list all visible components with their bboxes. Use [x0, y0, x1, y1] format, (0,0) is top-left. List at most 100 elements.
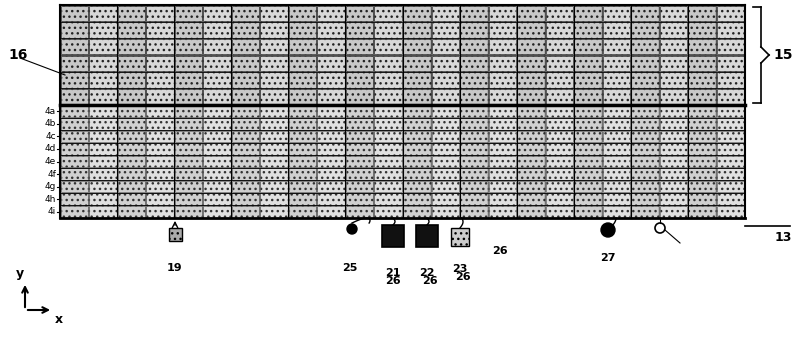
Bar — [489, 181, 516, 192]
Bar — [118, 118, 145, 130]
Bar — [289, 39, 316, 54]
Bar — [61, 72, 88, 88]
Bar — [289, 5, 316, 21]
Bar — [460, 131, 488, 142]
Bar — [546, 72, 574, 88]
Bar — [346, 168, 374, 180]
Bar — [631, 89, 659, 104]
Bar — [631, 72, 659, 88]
Bar — [318, 39, 345, 54]
Bar — [118, 181, 145, 192]
Bar — [318, 5, 345, 21]
Bar — [416, 225, 438, 247]
Bar — [489, 39, 516, 54]
Bar — [174, 55, 202, 71]
Bar — [403, 131, 430, 142]
Bar — [346, 118, 374, 130]
Bar — [89, 131, 117, 142]
Bar — [61, 22, 88, 38]
Bar — [717, 72, 745, 88]
Bar — [232, 39, 259, 54]
Bar — [203, 193, 230, 205]
Bar — [546, 206, 574, 217]
Bar — [232, 89, 259, 104]
Bar — [460, 118, 488, 130]
Bar — [260, 39, 288, 54]
Bar — [602, 118, 630, 130]
Bar — [61, 39, 88, 54]
Bar — [574, 72, 602, 88]
Bar — [546, 55, 574, 71]
Bar — [146, 193, 174, 205]
Bar — [602, 193, 630, 205]
Bar — [289, 193, 316, 205]
Bar — [289, 206, 316, 217]
Bar — [118, 55, 145, 71]
Bar — [89, 5, 117, 21]
Bar — [574, 5, 602, 21]
Bar — [146, 156, 174, 167]
Bar — [118, 22, 145, 38]
Text: 4h: 4h — [45, 195, 56, 204]
Bar — [403, 72, 430, 88]
Text: 23: 23 — [452, 264, 468, 274]
Bar — [431, 181, 459, 192]
Bar — [631, 55, 659, 71]
Bar — [89, 22, 117, 38]
Bar — [174, 143, 202, 155]
Bar — [517, 156, 545, 167]
Bar — [346, 89, 374, 104]
Bar — [61, 105, 88, 117]
Bar — [289, 156, 316, 167]
Bar — [602, 156, 630, 167]
Bar — [289, 105, 316, 117]
Text: 4a: 4a — [45, 107, 56, 116]
Bar — [318, 156, 345, 167]
Bar — [289, 72, 316, 88]
Bar — [118, 72, 145, 88]
Bar — [289, 131, 316, 142]
Bar — [574, 39, 602, 54]
Bar — [460, 22, 488, 38]
Bar — [232, 72, 259, 88]
Bar — [318, 118, 345, 130]
Bar — [203, 156, 230, 167]
Bar — [460, 206, 488, 217]
Bar — [460, 143, 488, 155]
Bar — [717, 181, 745, 192]
Bar — [574, 156, 602, 167]
Bar — [174, 5, 202, 21]
Bar — [203, 22, 230, 38]
Bar — [660, 22, 687, 38]
Bar — [602, 143, 630, 155]
Bar — [546, 39, 574, 54]
Bar — [717, 118, 745, 130]
Bar — [346, 143, 374, 155]
Bar — [631, 39, 659, 54]
Bar — [260, 193, 288, 205]
Bar — [660, 156, 687, 167]
Bar — [546, 156, 574, 167]
Bar — [374, 72, 402, 88]
Bar — [346, 206, 374, 217]
Bar — [89, 89, 117, 104]
Bar — [460, 168, 488, 180]
Bar — [460, 105, 488, 117]
Bar — [717, 131, 745, 142]
Bar — [232, 206, 259, 217]
Bar — [517, 72, 545, 88]
Bar — [346, 156, 374, 167]
Bar — [602, 89, 630, 104]
Bar — [403, 22, 430, 38]
Bar — [451, 228, 469, 246]
Bar — [574, 131, 602, 142]
Bar — [717, 168, 745, 180]
Bar — [403, 156, 430, 167]
Bar — [174, 181, 202, 192]
Bar — [717, 156, 745, 167]
Bar — [346, 39, 374, 54]
Bar — [574, 168, 602, 180]
Text: x: x — [55, 313, 63, 326]
Bar — [489, 72, 516, 88]
Bar — [689, 72, 716, 88]
